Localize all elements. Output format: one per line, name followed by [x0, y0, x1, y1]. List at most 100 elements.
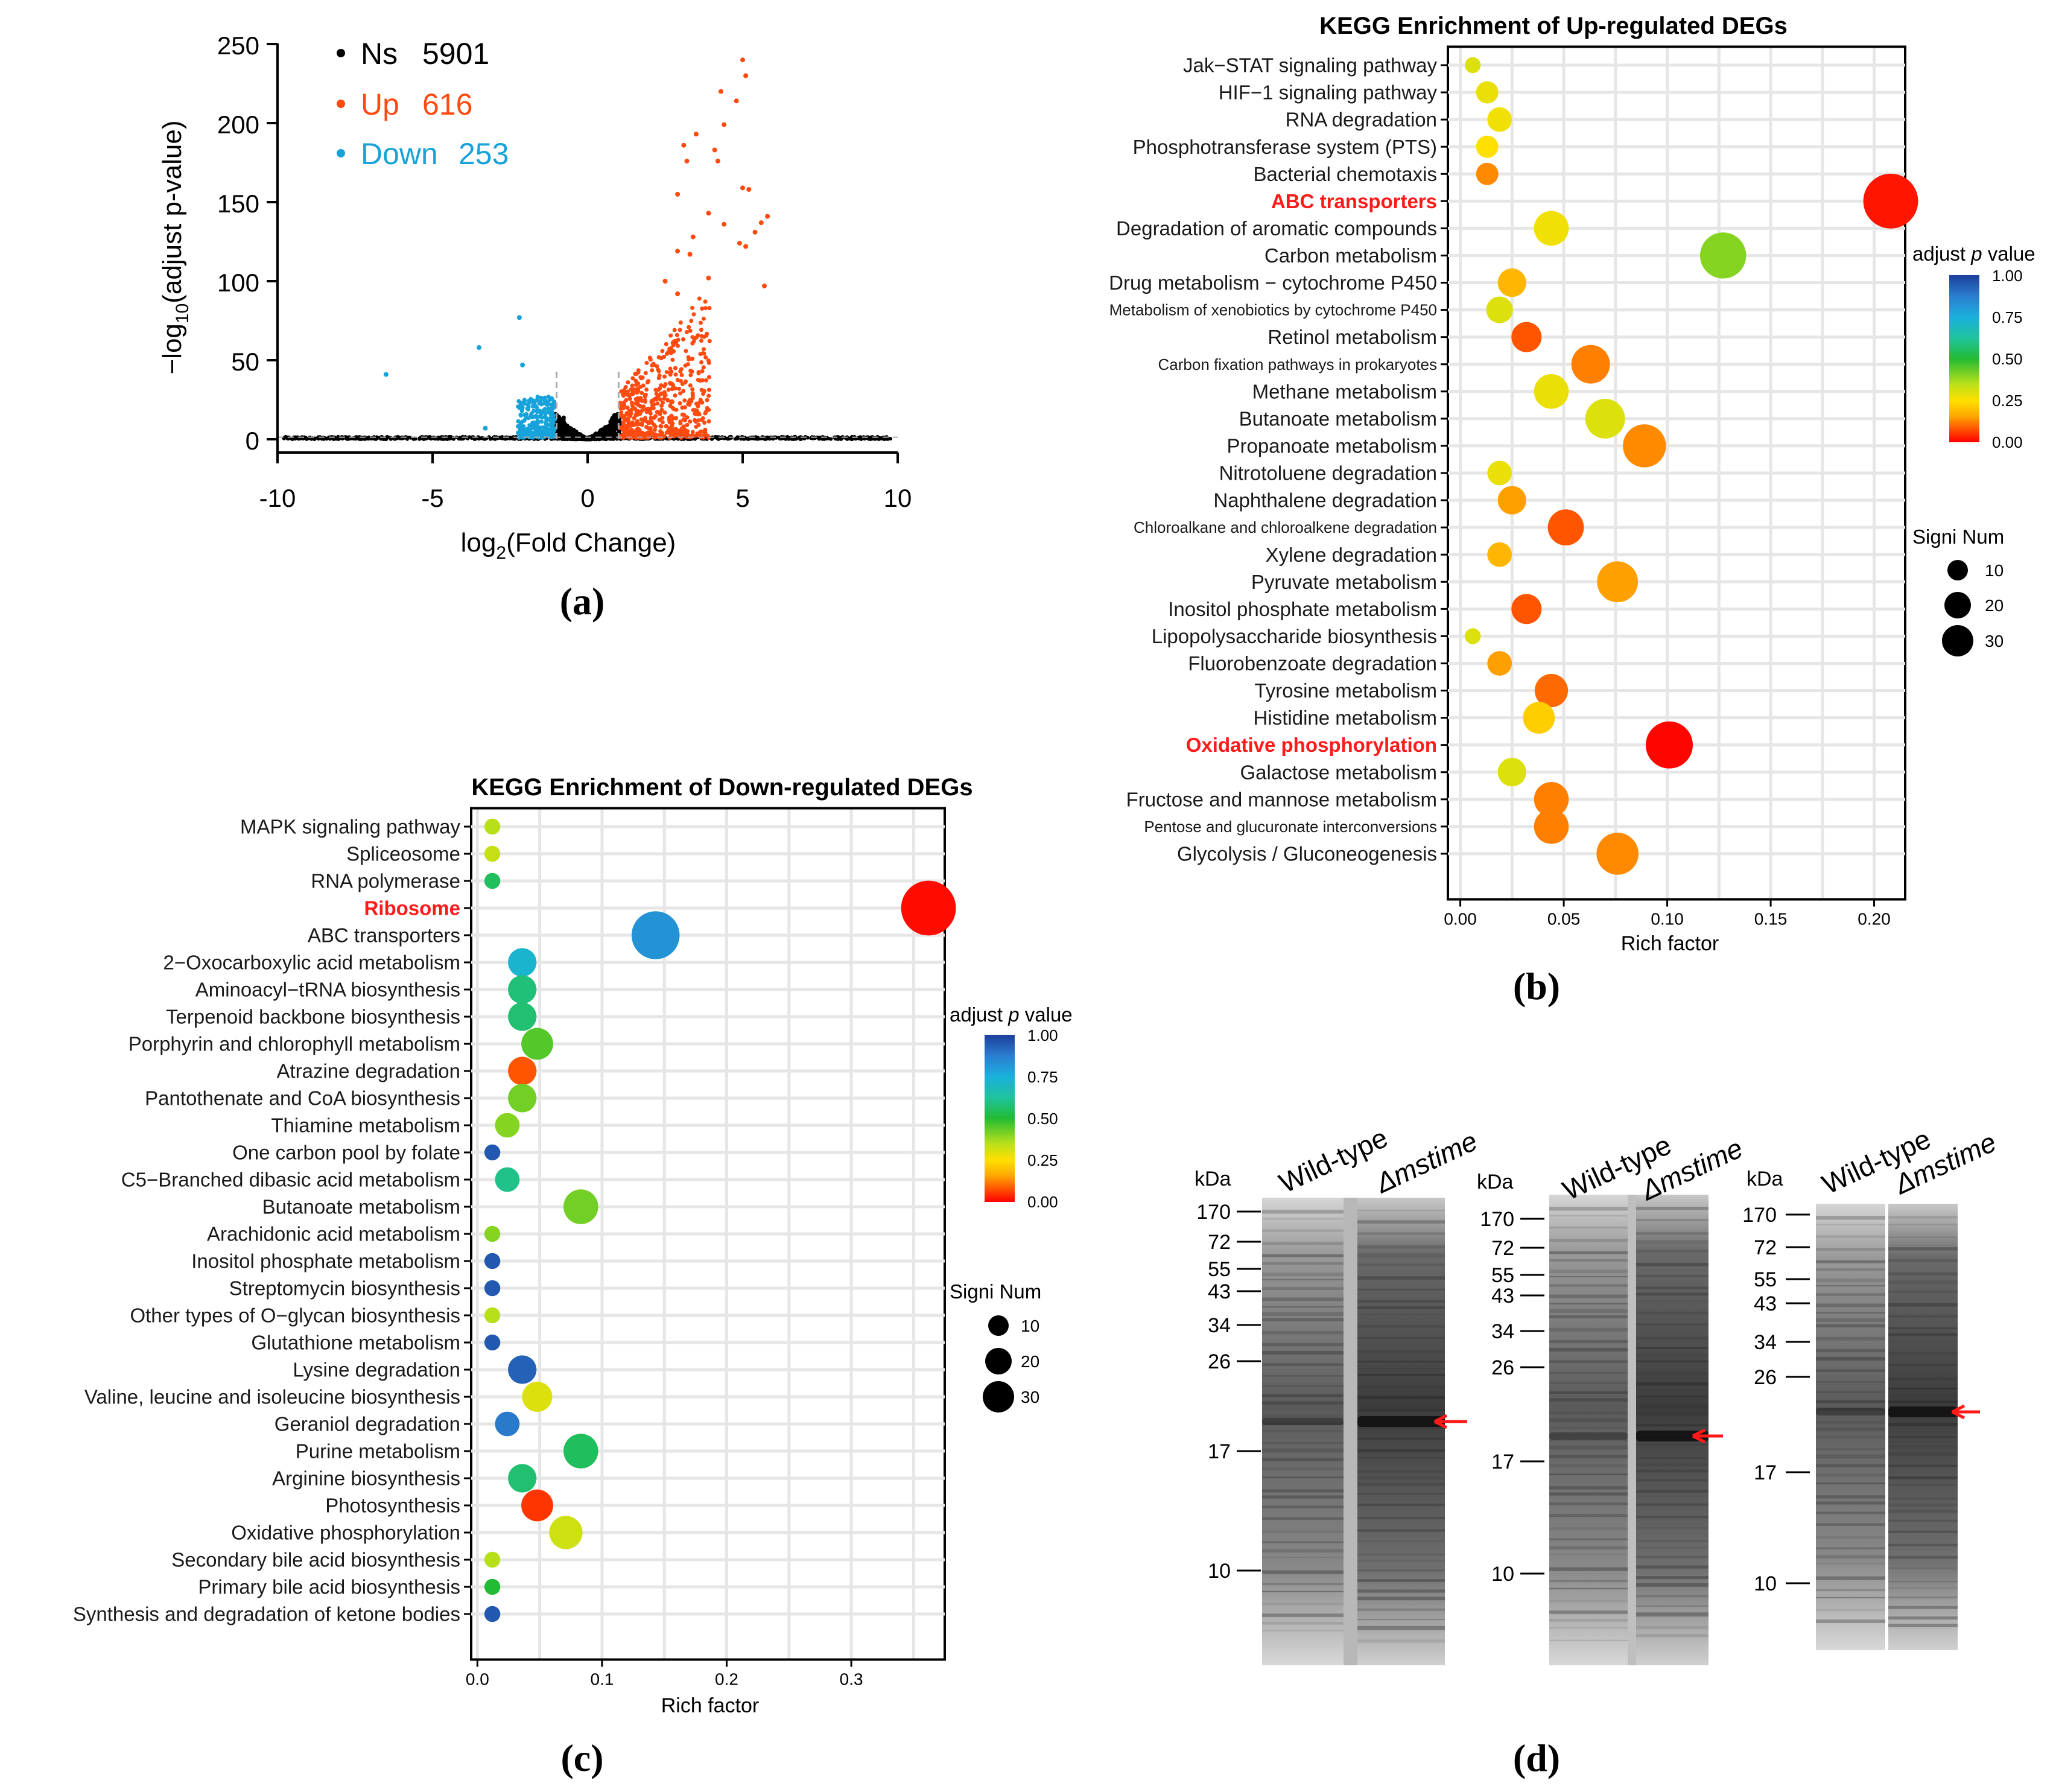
up-point: [707, 338, 712, 343]
pathway-label: Lipopolysaccharide biosynthesis: [1152, 625, 1437, 647]
up-point: [629, 407, 634, 412]
up-point: [703, 411, 708, 416]
xtick-label: 0.0: [466, 1670, 489, 1689]
pathway-point: [508, 1056, 537, 1085]
gel-band: [1636, 1595, 1709, 1598]
pathway-label: Lysine degradation: [293, 1359, 460, 1381]
ns-point: [571, 428, 576, 432]
gel-band: [1888, 1280, 1958, 1285]
gel-band: [1816, 1609, 1885, 1612]
up-point: [649, 399, 654, 404]
gel-band: [1636, 1540, 1709, 1542]
up-point: [688, 398, 693, 402]
up-point: [706, 360, 711, 365]
gel-3-lane-wt: [1816, 1204, 1885, 1650]
up-point: [765, 214, 770, 219]
gel-band: [1549, 1639, 1628, 1641]
up-point: [715, 158, 720, 164]
up-point: [639, 390, 644, 395]
up-point: [635, 401, 640, 405]
up-point: [690, 387, 695, 392]
up-point: [646, 431, 650, 436]
gel-band: [1636, 1503, 1709, 1506]
up-point: [630, 420, 635, 425]
gel-band: [1549, 1215, 1628, 1217]
up-point: [673, 366, 677, 370]
pathway-point: [522, 1382, 553, 1412]
pathway-point: [1523, 702, 1555, 734]
up-point: [670, 381, 674, 386]
gel-band: [1357, 1306, 1445, 1309]
ns-point: [810, 436, 814, 440]
gel-band: [1357, 1361, 1445, 1363]
gel-band: [1636, 1219, 1709, 1222]
gel-band: [1888, 1556, 1958, 1559]
gel-band: [1262, 1530, 1344, 1533]
gel-band: [1636, 1262, 1709, 1266]
up-point: [680, 405, 685, 410]
size-legend-title: Signi Num: [950, 1280, 1041, 1303]
volcano-ytick-label: 0: [246, 427, 259, 455]
up-point: [694, 424, 699, 429]
up-point: [633, 378, 638, 383]
up-point: [678, 369, 683, 373]
gel-band: [1549, 1610, 1628, 1614]
pathway-point: [549, 1516, 583, 1549]
pathway-label: Fructose and mannose metabolism: [1126, 788, 1437, 810]
gel-band: [1549, 1445, 1628, 1450]
ns-point: [568, 433, 573, 437]
ns-point: [609, 424, 614, 428]
gel-2-bands: [1549, 1207, 1709, 1641]
ns-point: [582, 435, 586, 440]
gel-band: [1816, 1511, 1885, 1514]
up-point: [678, 320, 683, 325]
pathway-label: MAPK signaling pathway: [240, 816, 461, 838]
pathway-label: One carbon pool by folate: [232, 1142, 460, 1164]
gel-band: [1262, 1629, 1344, 1632]
pathway-point: [1497, 486, 1526, 515]
down-point: [517, 405, 522, 410]
pathway-label: Pantothenate and CoA biosynthesis: [145, 1087, 460, 1110]
down-point: [552, 405, 557, 410]
gel-band: [1816, 1357, 1885, 1361]
legend-dot-ns: [337, 49, 345, 57]
up-point: [660, 349, 665, 354]
gel-band: [1636, 1443, 1709, 1446]
ns-point: [558, 430, 563, 434]
gel-band: [1888, 1606, 1958, 1609]
sds-page-gels: kDa Wild-type Δmstime 17072554334261710 …: [1195, 1122, 2001, 1779]
up-point: [699, 338, 703, 343]
gel-band: [1888, 1364, 1958, 1366]
pathway-label: Metabolism of xenobiotics by cytochrome …: [1109, 301, 1437, 319]
up-point: [675, 191, 681, 197]
up-point: [740, 185, 745, 191]
gel-band: [1888, 1423, 1958, 1426]
xtick-label: 0.10: [1651, 910, 1684, 929]
up-point: [669, 413, 674, 418]
panel-label-a: (a): [560, 580, 605, 623]
pathway-point: [508, 1464, 537, 1493]
gel-band: [1636, 1207, 1709, 1210]
pathway-label: Primary bile acid biosynthesis: [198, 1576, 460, 1598]
up-point: [659, 424, 664, 429]
ns-point: [447, 436, 451, 440]
up-point: [636, 370, 641, 375]
ns-point: [829, 437, 833, 441]
up-point: [762, 283, 767, 288]
pathway-label: Drug metabolism − cytochrome P450: [1109, 272, 1437, 294]
gel-band: [1549, 1587, 1628, 1590]
down-point: [527, 430, 531, 435]
gel-band: [1262, 1262, 1344, 1265]
down-point: [548, 397, 553, 402]
pathway-label: Arachidonic acid metabolism: [207, 1223, 460, 1245]
ns-point: [313, 437, 317, 441]
up-point: [670, 424, 674, 428]
down-point: [522, 398, 527, 403]
up-point: [690, 341, 695, 346]
pathway-point: [1534, 211, 1569, 246]
pathway-label: Methane metabolism: [1252, 380, 1437, 402]
xtick-label: 0.20: [1858, 910, 1891, 929]
gel-band: [1636, 1231, 1709, 1235]
gel-1-lane-label-mut: Δmstime: [1370, 1125, 1482, 1199]
gel-2-lane-mut: [1636, 1195, 1709, 1665]
